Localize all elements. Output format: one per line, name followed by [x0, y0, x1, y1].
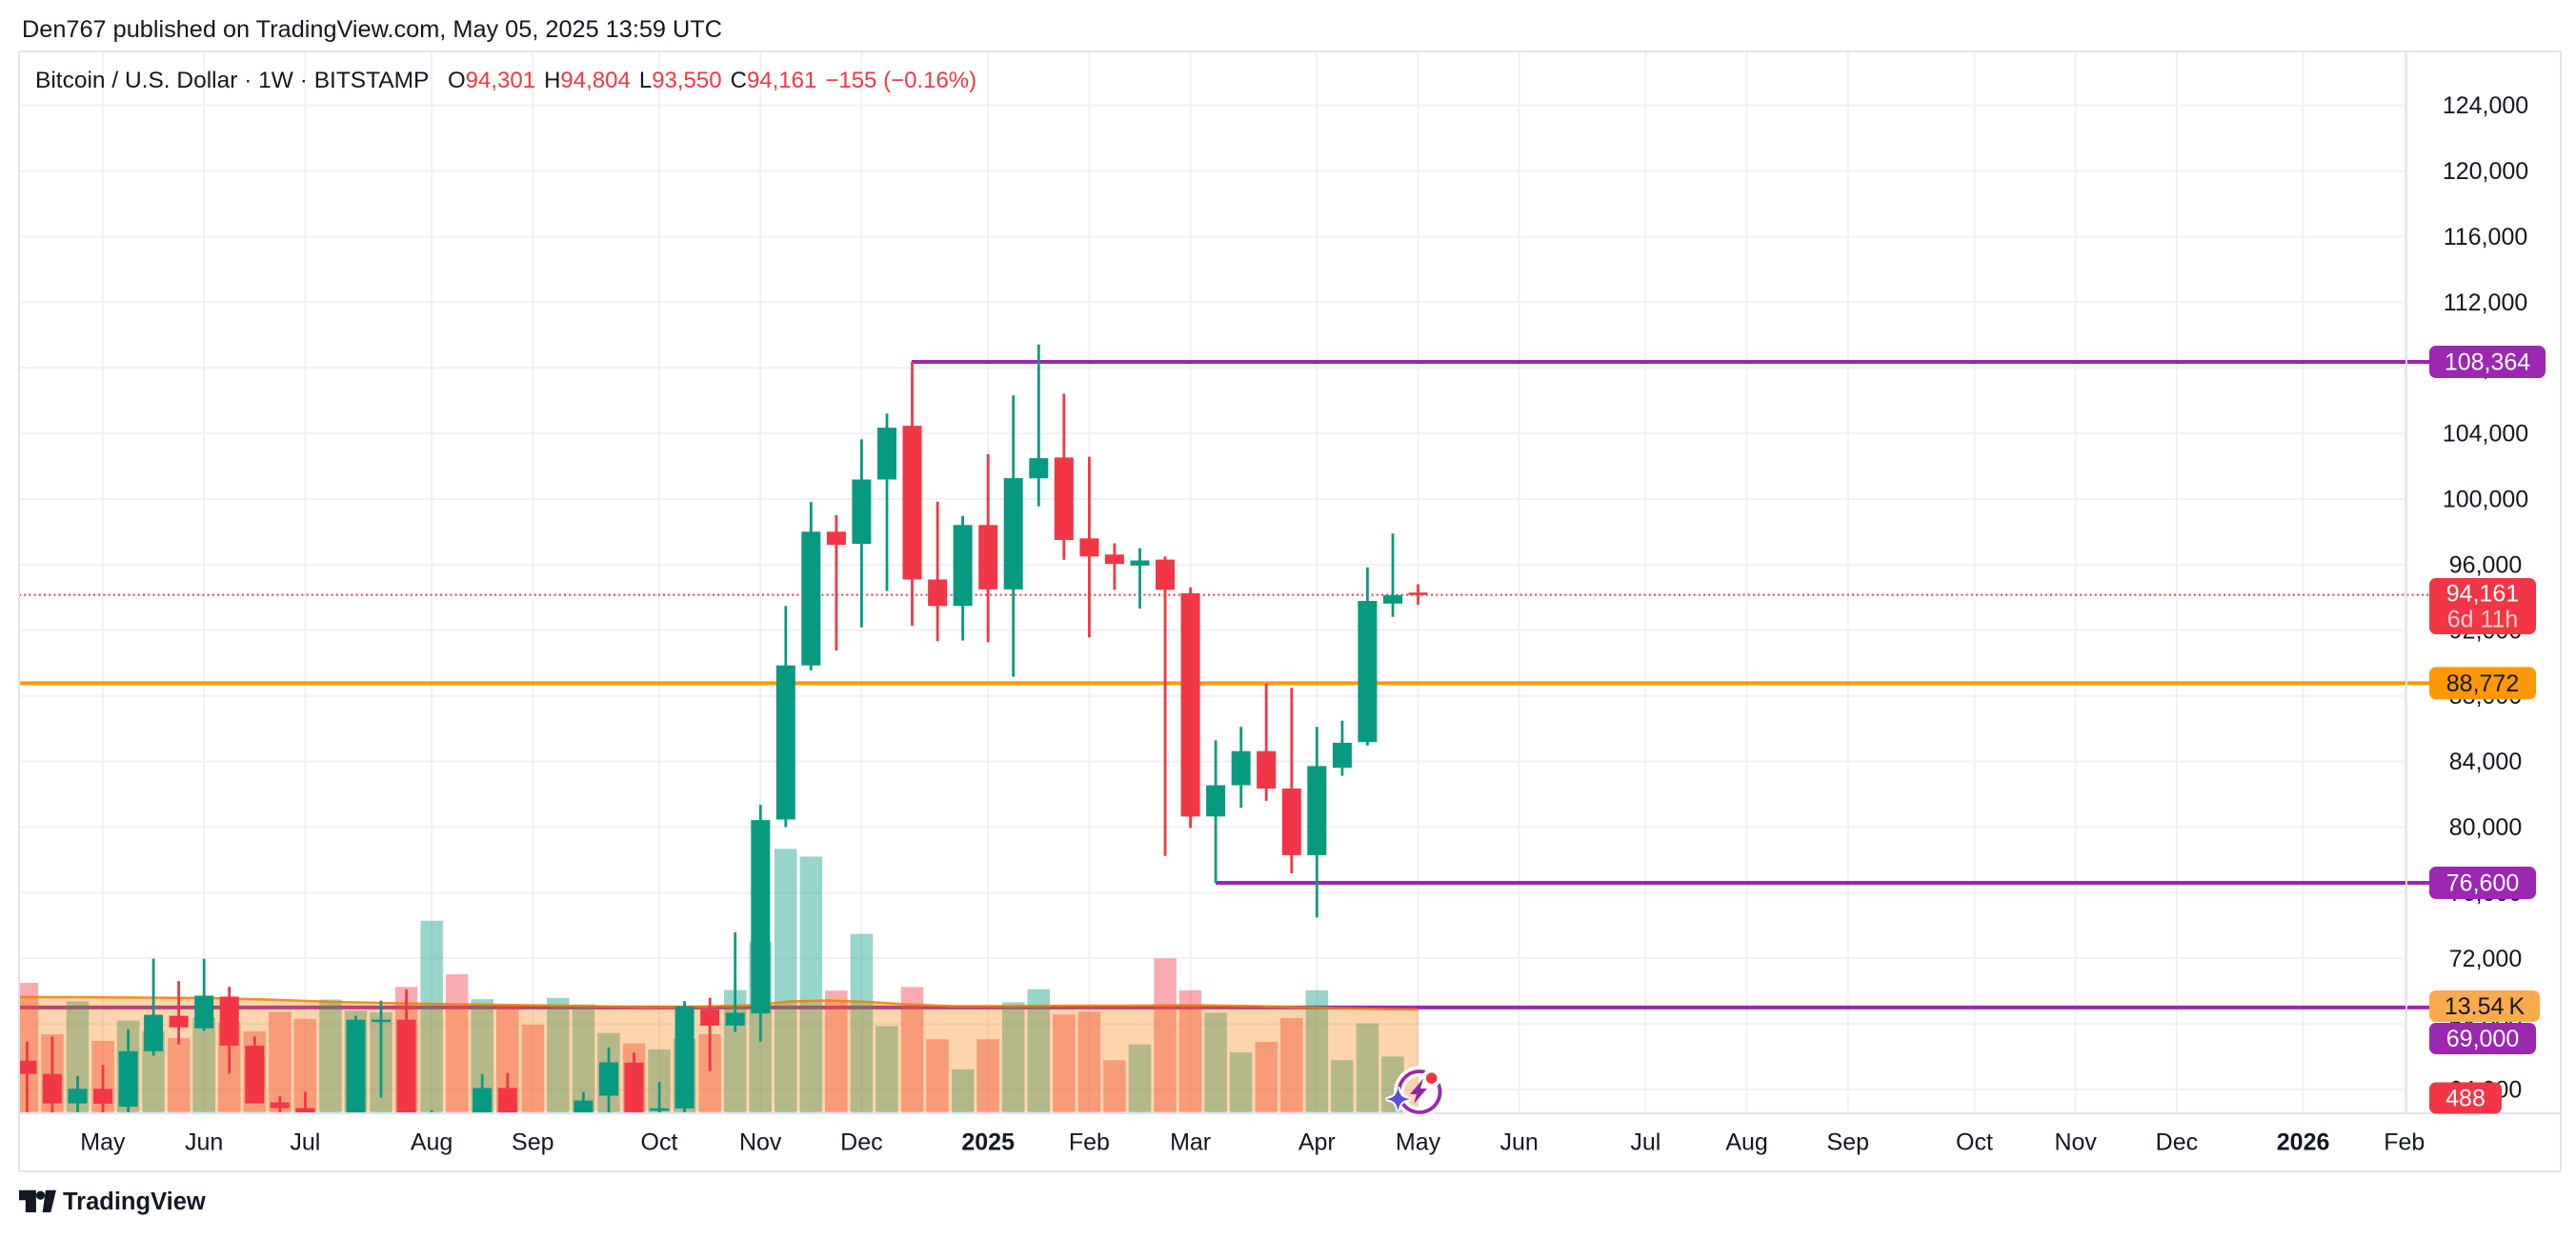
svg-text:6d 11h: 6d 11h: [2447, 607, 2519, 633]
svg-text:Sep: Sep: [1827, 1129, 1869, 1156]
svg-text:76,600: 76,600: [2446, 870, 2519, 897]
svg-text:116,000: 116,000: [2444, 224, 2528, 250]
svg-text:Sep: Sep: [512, 1129, 553, 1156]
svg-text:94,161: 94,161: [2446, 581, 2519, 608]
svg-text:Oct: Oct: [641, 1129, 678, 1156]
svg-text:Dec: Dec: [840, 1129, 882, 1156]
svg-text:Nov: Nov: [739, 1129, 782, 1156]
svg-text:120,000: 120,000: [2443, 158, 2528, 185]
svg-text:96,000: 96,000: [2449, 551, 2522, 578]
svg-text:Jul: Jul: [290, 1129, 320, 1156]
svg-text:TradingView: TradingView: [63, 1189, 206, 1215]
svg-text:Den767 published on TradingVie: Den767 published on TradingView.com, May…: [22, 16, 722, 43]
svg-text:Aug: Aug: [411, 1129, 453, 1156]
svg-text:88,772: 88,772: [2446, 670, 2519, 697]
svg-text:104,000: 104,000: [2443, 421, 2528, 448]
svg-text:112,000: 112,000: [2444, 290, 2528, 316]
svg-text:488: 488: [2445, 1086, 2485, 1112]
svg-text:May: May: [80, 1129, 126, 1156]
svg-text:2026: 2026: [2277, 1129, 2330, 1156]
svg-text:Feb: Feb: [2384, 1129, 2425, 1156]
svg-text:69,000: 69,000: [2446, 1026, 2519, 1052]
svg-text:Nov: Nov: [2054, 1129, 2097, 1156]
svg-text:Aug: Aug: [1725, 1129, 1767, 1156]
svg-text:Feb: Feb: [1069, 1129, 1110, 1156]
svg-text:May: May: [1396, 1129, 1441, 1156]
svg-text:Mar: Mar: [1170, 1129, 1211, 1156]
svg-text:Oct: Oct: [1956, 1129, 1993, 1156]
svg-text:Apr: Apr: [1298, 1129, 1336, 1156]
svg-text:Bitcoin / U.S. Dollar · 1W · B: Bitcoin / U.S. Dollar · 1W · BITSTAMP: [35, 68, 429, 93]
svg-text:80,000: 80,000: [2449, 814, 2522, 841]
svg-text:72,000: 72,000: [2449, 946, 2522, 972]
svg-text:124,000: 124,000: [2443, 92, 2528, 119]
svg-text:Jun: Jun: [185, 1129, 223, 1156]
svg-text:84,000: 84,000: [2449, 749, 2522, 775]
svg-text:Dec: Dec: [2156, 1129, 2198, 1156]
svg-text:2025: 2025: [961, 1129, 1015, 1156]
svg-text:Jun: Jun: [1500, 1129, 1539, 1156]
svg-text:108,364: 108,364: [2445, 350, 2530, 376]
svg-text:Jul: Jul: [1630, 1129, 1660, 1156]
svg-text:100,000: 100,000: [2443, 487, 2528, 513]
svg-text:13.54 K: 13.54 K: [2445, 993, 2526, 1020]
